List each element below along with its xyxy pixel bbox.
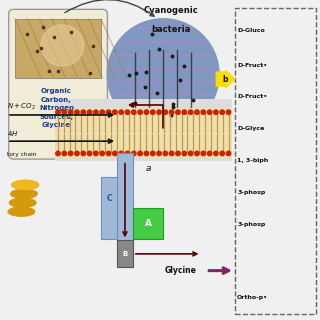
Text: 3-phosp: 3-phosp: [237, 190, 265, 195]
Text: tory chain: tory chain: [7, 152, 36, 157]
Circle shape: [94, 151, 98, 156]
Circle shape: [106, 110, 111, 115]
Circle shape: [144, 110, 149, 115]
Circle shape: [195, 151, 199, 156]
Circle shape: [214, 151, 218, 156]
Circle shape: [125, 151, 130, 156]
Ellipse shape: [11, 189, 37, 199]
Ellipse shape: [12, 180, 39, 190]
Text: a: a: [146, 164, 152, 173]
Text: A: A: [145, 219, 152, 228]
Circle shape: [170, 151, 174, 156]
Bar: [117, 153, 133, 244]
Bar: [133, 209, 163, 239]
Text: 1, 3-biph: 1, 3-biph: [237, 158, 268, 163]
Circle shape: [119, 151, 124, 156]
Circle shape: [207, 151, 212, 156]
Circle shape: [170, 110, 174, 115]
Text: Organic
Carbon,
Nitrogen
Sources,
Glycine: Organic Carbon, Nitrogen Sources, Glycin…: [39, 88, 74, 128]
Circle shape: [157, 151, 161, 156]
Bar: [117, 240, 133, 268]
Circle shape: [81, 151, 85, 156]
Ellipse shape: [41, 25, 84, 66]
Bar: [55, 108, 232, 158]
Circle shape: [108, 19, 219, 131]
Circle shape: [94, 110, 98, 115]
Circle shape: [81, 110, 85, 115]
Circle shape: [226, 151, 231, 156]
Circle shape: [87, 151, 92, 156]
Circle shape: [163, 110, 168, 115]
Circle shape: [201, 151, 205, 156]
Text: D-Fruct•: D-Fruct•: [237, 63, 267, 68]
Circle shape: [176, 151, 180, 156]
Text: Cyanogenic: Cyanogenic: [144, 6, 198, 15]
Ellipse shape: [12, 180, 39, 190]
Circle shape: [226, 110, 231, 115]
Bar: [235, 8, 316, 314]
Circle shape: [68, 110, 73, 115]
Text: D-Glyce: D-Glyce: [237, 126, 265, 131]
Circle shape: [62, 151, 67, 156]
Circle shape: [220, 110, 224, 115]
Circle shape: [150, 151, 155, 156]
Circle shape: [207, 110, 212, 115]
Circle shape: [214, 110, 218, 115]
Circle shape: [62, 110, 67, 115]
Circle shape: [106, 151, 111, 156]
Circle shape: [132, 110, 136, 115]
Text: $4H$: $4H$: [7, 129, 19, 138]
Circle shape: [163, 151, 168, 156]
Text: b: b: [222, 75, 228, 84]
Circle shape: [182, 110, 187, 115]
Circle shape: [138, 151, 142, 156]
Text: D-Fruct•: D-Fruct•: [237, 94, 267, 100]
Circle shape: [150, 110, 155, 115]
Text: bacteria: bacteria: [151, 25, 191, 34]
Circle shape: [144, 151, 149, 156]
Circle shape: [138, 110, 142, 115]
Circle shape: [75, 110, 79, 115]
Circle shape: [125, 110, 130, 115]
Ellipse shape: [8, 207, 35, 216]
Circle shape: [119, 110, 124, 115]
Bar: [101, 177, 117, 239]
Text: Glycine: Glycine: [165, 266, 197, 275]
Circle shape: [87, 110, 92, 115]
Circle shape: [100, 110, 104, 115]
Circle shape: [56, 151, 60, 156]
Circle shape: [100, 151, 104, 156]
FancyArrow shape: [216, 70, 235, 88]
Circle shape: [68, 151, 73, 156]
Text: 3-phosp: 3-phosp: [237, 222, 265, 227]
Text: D-Gluco: D-Gluco: [237, 28, 265, 33]
Bar: [55, 99, 232, 161]
Circle shape: [220, 151, 224, 156]
Circle shape: [188, 110, 193, 115]
Circle shape: [201, 110, 205, 115]
Circle shape: [176, 110, 180, 115]
FancyBboxPatch shape: [9, 9, 108, 159]
Circle shape: [75, 151, 79, 156]
Text: $N + CO_2$: $N + CO_2$: [7, 101, 36, 112]
Circle shape: [132, 151, 136, 156]
Circle shape: [188, 151, 193, 156]
Circle shape: [195, 110, 199, 115]
Ellipse shape: [9, 198, 36, 208]
Bar: [15, 19, 101, 78]
Text: C: C: [106, 194, 112, 203]
Text: Ortho-p•: Ortho-p•: [237, 295, 268, 300]
Circle shape: [182, 151, 187, 156]
Circle shape: [56, 110, 60, 115]
Circle shape: [157, 110, 161, 115]
Text: B: B: [122, 251, 128, 257]
Circle shape: [113, 110, 117, 115]
Circle shape: [113, 151, 117, 156]
